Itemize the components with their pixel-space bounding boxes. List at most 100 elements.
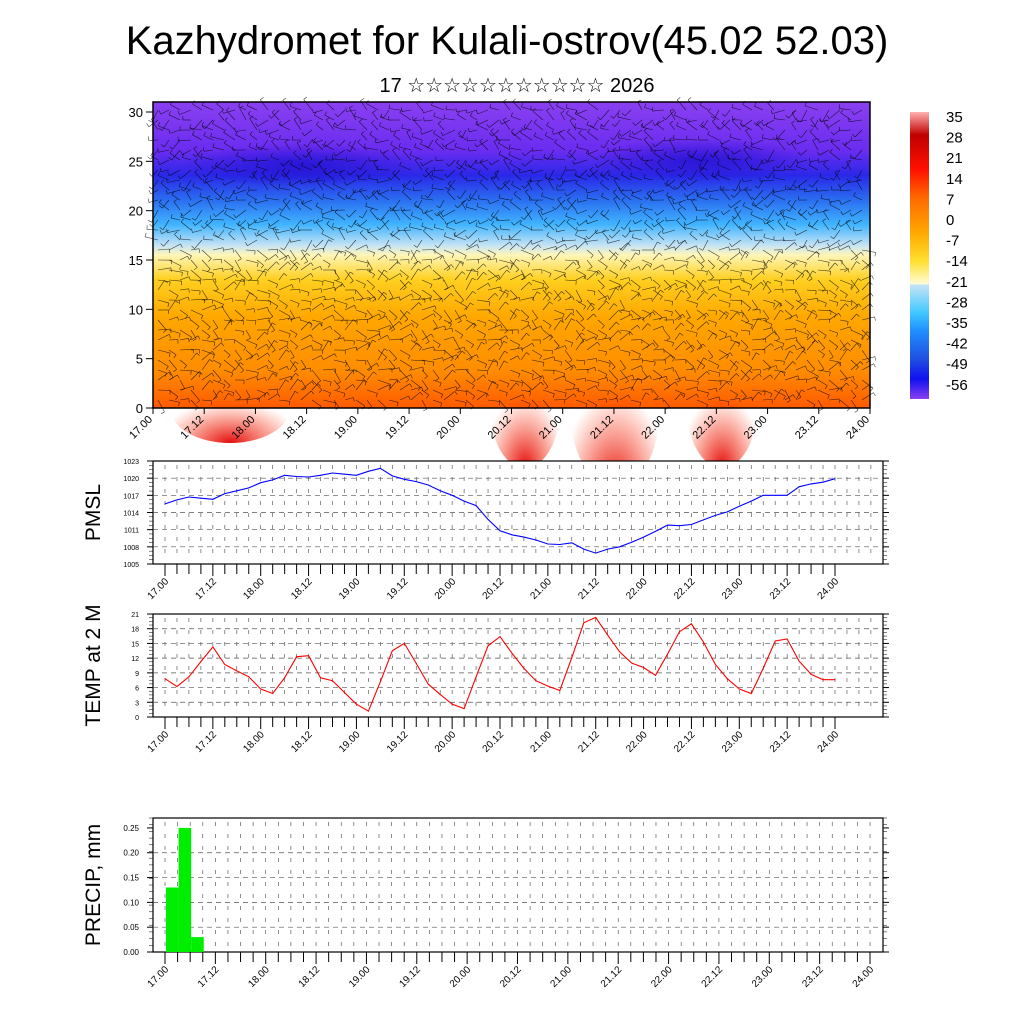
wind-barb-flag	[871, 263, 874, 266]
y-tick-label: 0.25	[123, 824, 139, 833]
y-tick-label: 30	[129, 105, 143, 120]
x-tick-label: 22.12	[672, 729, 698, 755]
x-tick-label: 24.00	[816, 729, 842, 755]
data-point	[835, 679, 836, 680]
x-tick-label: 20.12	[481, 576, 507, 602]
x-tick-label: 21.12	[599, 964, 625, 990]
y-tick-label: 5	[136, 352, 143, 367]
colorbar-label: 28	[946, 130, 963, 147]
x-tick-label: 18.00	[241, 729, 267, 755]
wind-barb-flag	[148, 157, 151, 160]
wind-barb-flag	[149, 190, 151, 194]
y-tick-label: 1005	[123, 562, 139, 569]
data-point	[452, 495, 453, 496]
y-tick-label: 0.05	[123, 923, 139, 932]
chart-subtitle: 17 ☆☆☆☆☆☆☆☆☆☆☆ 2026	[379, 75, 654, 97]
data-point	[583, 549, 584, 550]
x-tick-label: 23.00	[720, 729, 746, 755]
data-point	[607, 549, 608, 550]
y-tick-label: 25	[129, 154, 143, 169]
data-point	[595, 617, 596, 618]
data-point	[320, 677, 321, 678]
data-point	[320, 475, 321, 476]
precip-bar	[166, 887, 179, 952]
data-point	[404, 479, 405, 480]
data-point	[368, 471, 369, 472]
wind-barb-flag	[873, 393, 875, 396]
y-tick-label: 1020	[123, 476, 139, 483]
data-point	[811, 483, 812, 484]
data-point	[272, 479, 273, 480]
wind-barb-flag	[150, 224, 153, 227]
y-axis-label: PMSL	[82, 484, 105, 541]
wind-barb-flag	[875, 252, 876, 256]
colorbar-label: 35	[946, 109, 963, 126]
data-point	[224, 664, 225, 665]
y-tick-label: 15	[131, 641, 139, 648]
precip-bar	[191, 937, 204, 952]
data-point	[404, 643, 405, 644]
data-point	[176, 499, 177, 500]
y-tick-label: 10	[129, 302, 143, 317]
data-point	[703, 641, 704, 642]
y-tick-label: 1014	[123, 511, 139, 518]
wind-barb-flag	[871, 293, 873, 296]
data-point	[165, 503, 166, 504]
wind-barb-flag	[688, 97, 691, 100]
wind-barb-flag	[283, 98, 286, 100]
data-point	[631, 663, 632, 664]
data-point	[751, 693, 752, 694]
data-point	[739, 506, 740, 507]
x-tick-label: 20.12	[498, 964, 524, 990]
data-point	[619, 546, 620, 547]
wind-barb-flag	[513, 99, 516, 102]
data-point	[643, 537, 644, 538]
wind-barb-flag	[855, 410, 858, 412]
data-point	[691, 623, 692, 624]
data-point	[308, 477, 309, 478]
data-point	[763, 668, 764, 669]
colorbar-label: -42	[946, 336, 968, 353]
y-tick-label: 21	[131, 612, 139, 619]
wind-barb-flag	[503, 99, 506, 101]
y-tick-label: 0.20	[123, 849, 139, 858]
precip-bar	[179, 828, 192, 952]
data-point	[595, 553, 596, 554]
colorbar-label: -21	[946, 274, 968, 291]
data-point	[380, 681, 381, 682]
data-point	[416, 481, 417, 482]
data-point	[715, 664, 716, 665]
x-tick-label: 24.00	[816, 576, 842, 602]
x-tick-label: 17.12	[194, 576, 220, 602]
x-tick-label: 19.00	[332, 414, 360, 442]
data-point	[332, 680, 333, 681]
data-point	[308, 655, 309, 656]
wind-barb-flag	[872, 276, 874, 280]
data-point	[368, 711, 369, 712]
plot-frame	[153, 614, 883, 717]
data-point	[392, 650, 393, 651]
wind-barb-flag	[304, 97, 307, 99]
data-point	[224, 493, 225, 494]
data-point	[823, 482, 824, 483]
data-point	[452, 704, 453, 705]
data-point	[296, 476, 297, 477]
wind-barb-flag	[148, 120, 152, 122]
x-tick-label: 19.12	[383, 414, 411, 442]
data-point	[200, 661, 201, 662]
data-point	[212, 499, 213, 500]
data-point	[511, 534, 512, 535]
colorbar-label: -28	[946, 294, 968, 311]
y-tick-label: 3	[135, 700, 139, 707]
y-tick-label: 1008	[123, 545, 139, 552]
x-tick-label: 17.00	[127, 414, 155, 442]
data-point	[416, 663, 417, 664]
data-point	[655, 675, 656, 676]
data-point	[643, 667, 644, 668]
data-point	[835, 478, 836, 479]
x-tick-label: 17.12	[194, 729, 220, 755]
data-point	[727, 678, 728, 679]
